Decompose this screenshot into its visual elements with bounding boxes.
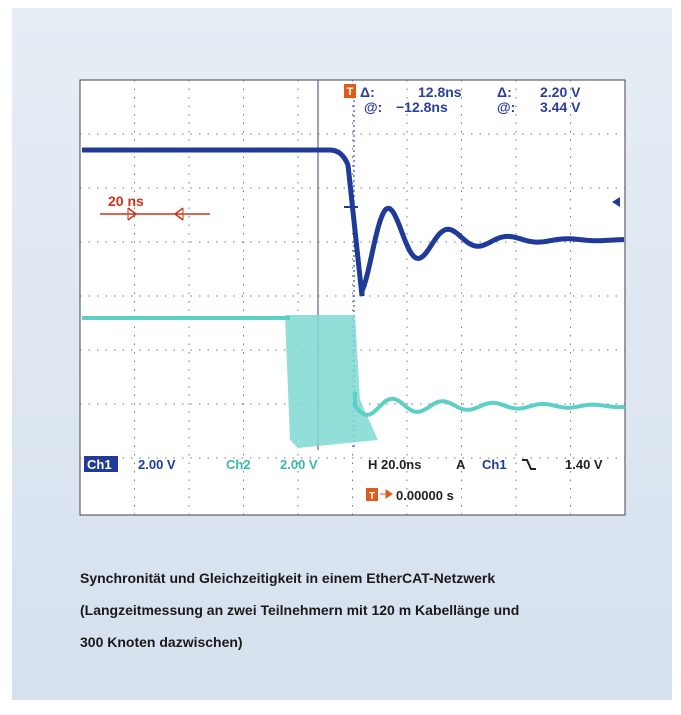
- readout-label: Δ:: [360, 84, 375, 100]
- readout-label: @:: [497, 99, 515, 115]
- readout-value: 12.8ns: [418, 84, 462, 100]
- oscilloscope: T Δ: 12.8ns Δ: 2.20 V @: −12.8ns @: 3.44…: [80, 80, 625, 515]
- caption-line: (Langzeitmessung an zwei Teilnehmern mit…: [80, 602, 519, 618]
- readout-label: @:: [364, 99, 382, 115]
- caption-line: 300 Knoten dazwischen): [80, 634, 243, 650]
- page: T Δ: 12.8ns Δ: 2.20 V @: −12.8ns @: 3.44…: [0, 0, 681, 715]
- status-horizontal: H 20.0ns: [368, 457, 421, 472]
- status-trigger-mode: A: [456, 457, 466, 472]
- status-ch2: Ch2: [226, 457, 251, 472]
- status-trigger-source: Ch1: [482, 457, 507, 472]
- status-trigger-level: 1.40 V: [565, 457, 603, 472]
- readout-value: 3.44 V: [540, 99, 581, 115]
- readout-label: Δ:: [497, 84, 512, 100]
- readout-value: −12.8ns: [396, 99, 448, 115]
- status-ch1: Ch1: [87, 457, 112, 472]
- scale-marker: 20 ns: [108, 193, 144, 209]
- svg-text:T: T: [347, 86, 354, 98]
- status-ch2-scale: 2.00 V: [280, 457, 318, 472]
- status-trigger-position: 0.00000 s: [396, 488, 454, 503]
- caption-line: Synchronität und Gleichzeitigkeit in ein…: [80, 570, 495, 586]
- svg-text:T: T: [369, 491, 375, 502]
- readout-value: 2.20 V: [540, 84, 581, 100]
- status-ch1-scale: 2.00 V: [138, 457, 176, 472]
